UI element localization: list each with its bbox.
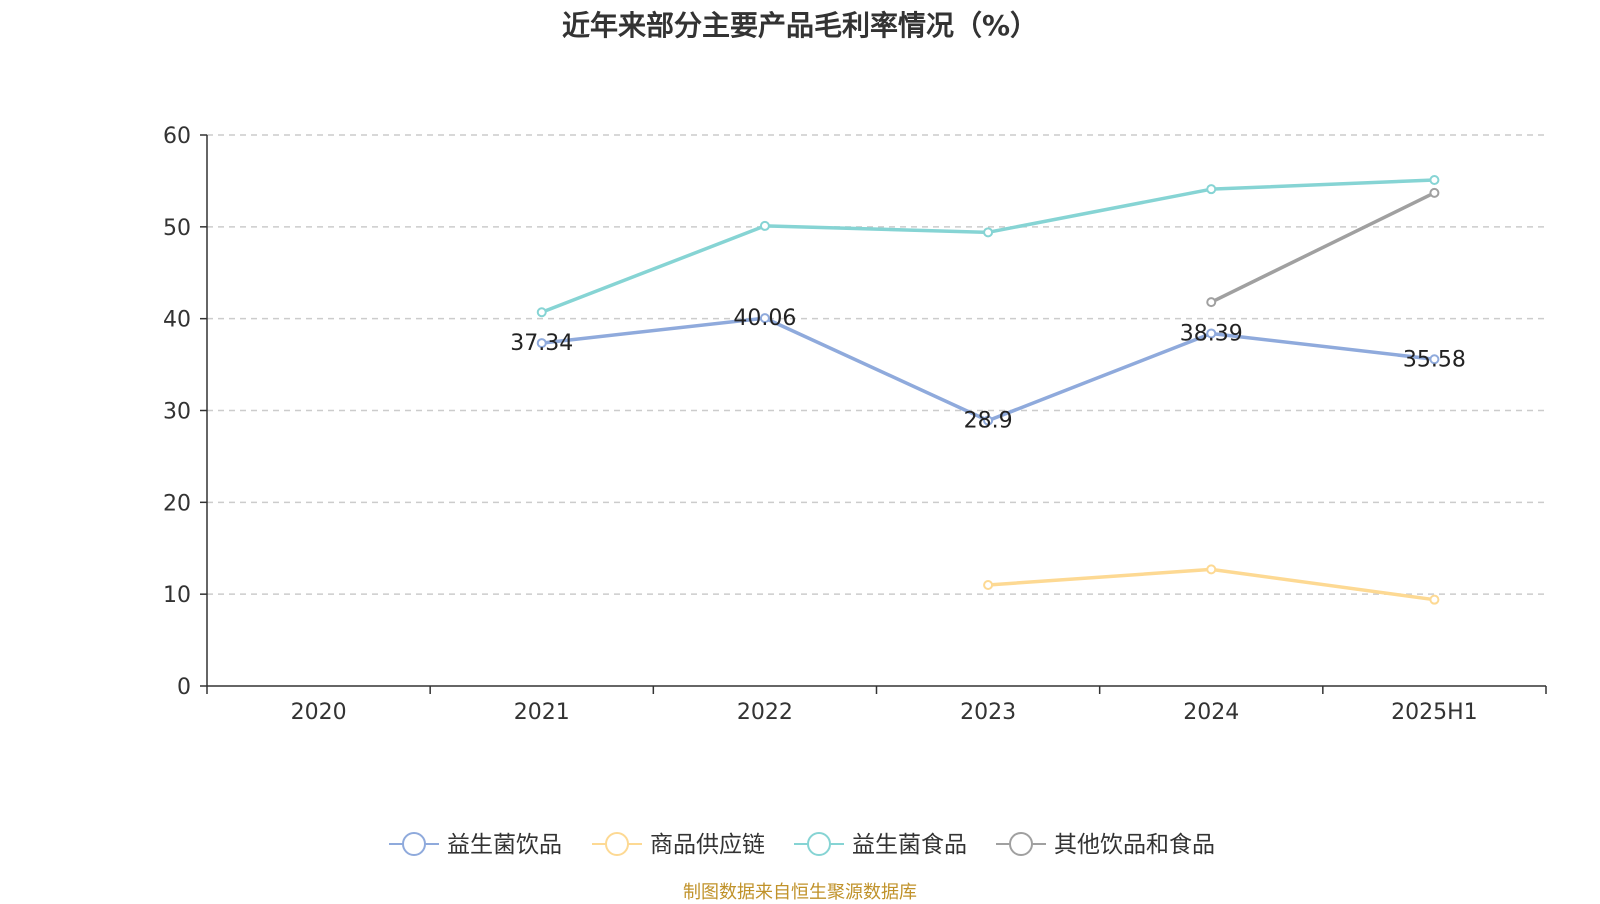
- data-point-3-4: [1206, 297, 1217, 308]
- legend-marker-2: [807, 832, 831, 856]
- series-line-0: [541, 316, 1435, 423]
- data-point-0-5: [1429, 354, 1440, 365]
- data-point-2-3: [983, 227, 994, 238]
- data-point-0-2: [759, 313, 770, 324]
- y-tick-label-0: 0: [177, 675, 191, 700]
- data-point-2-1: [536, 307, 547, 318]
- data-point-0-1: [536, 338, 547, 349]
- data-label-1: 37.34: [510, 331, 573, 356]
- data-label-4: 38.39: [1180, 321, 1243, 346]
- series-line-3: [1210, 191, 1436, 304]
- y-tick-label-4: 40: [163, 308, 191, 333]
- legend-label-2: 益生菌食品: [852, 832, 967, 858]
- y-tick-label-3: 30: [163, 400, 191, 425]
- data-label-layer: 37.34 40.06 28.9 38.39 35.58: [510, 306, 1466, 433]
- data-point-1-3: [983, 579, 994, 590]
- x-tick-label-4: 2024: [1183, 700, 1239, 725]
- legend-label-1: 商品供应链: [650, 832, 765, 858]
- data-label-2: 40.06: [733, 306, 796, 331]
- data-point-1-4: [1206, 564, 1217, 575]
- data-label-3: 28.9: [964, 409, 1013, 434]
- legend-label-0: 益生菌饮品: [447, 832, 562, 858]
- legend: 益生菌饮品 商品供应链 益生菌食品 其他饮品和食品: [389, 832, 1215, 858]
- y-tick-label-6: 60: [163, 124, 191, 149]
- y-tick-label-5: 50: [163, 216, 191, 241]
- legend-label-3: 其他饮品和食品: [1054, 832, 1215, 858]
- series-line-2: [541, 178, 1435, 314]
- series-layer: [536, 174, 1440, 605]
- grid-layer: [207, 134, 1546, 595]
- data-point-0-4: [1206, 328, 1217, 339]
- data-point-2-4: [1206, 184, 1217, 195]
- axis-layer: 0 10 20 30 40 50 60 2020 2021 2022 2023 2024 2025H1: [163, 124, 1547, 725]
- x-tick-label-1: 2021: [514, 700, 570, 725]
- x-tick-label-5: 2025H1: [1391, 700, 1478, 725]
- data-label-5: 35.58: [1403, 347, 1466, 372]
- data-point-2-5: [1429, 174, 1440, 185]
- x-tick-label-3: 2023: [960, 700, 1016, 725]
- legend-marker-1: [605, 832, 629, 856]
- legend-marker-0: [402, 832, 426, 856]
- source-note: 制图数据来自恒生聚源数据库: [683, 882, 917, 903]
- y-tick-label-1: 10: [163, 583, 191, 608]
- data-point-0-3: [983, 415, 994, 426]
- data-point-3-5: [1429, 187, 1440, 198]
- chart-title: 近年来部分主要产品毛利率情况（%）: [561, 9, 1039, 42]
- data-point-2-2: [759, 220, 770, 231]
- x-tick-label-2: 2022: [737, 700, 793, 725]
- legend-marker-3: [1009, 832, 1033, 856]
- x-tick-label-0: 2020: [291, 700, 347, 725]
- y-tick-label-2: 20: [163, 491, 191, 516]
- data-point-1-5: [1429, 594, 1440, 605]
